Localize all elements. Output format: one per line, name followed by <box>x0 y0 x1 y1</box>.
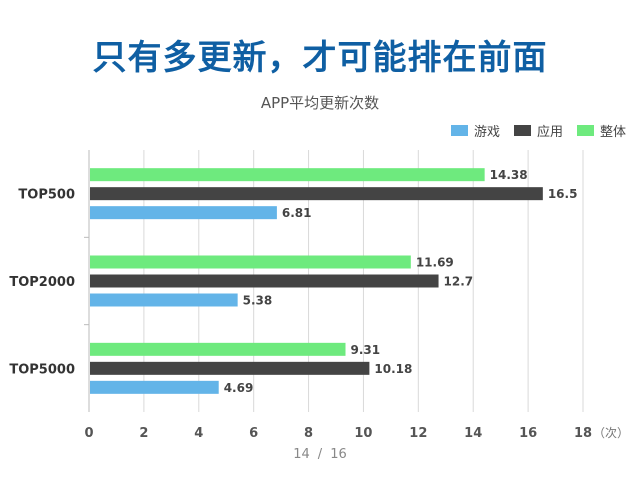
legend-swatch-overall <box>576 125 594 136</box>
x-tick-label-10: 10 <box>354 426 372 441</box>
data-label-top2000-series-0: 5.38 <box>243 294 273 308</box>
data-label-top2000-series-2: 11.69 <box>416 256 454 270</box>
data-label-top500-series-2: 14.38 <box>490 168 528 182</box>
bar-top2000-series-1 <box>90 274 439 288</box>
bar-top2000-series-2 <box>90 255 411 269</box>
x-unit-label: （次） <box>593 426 629 440</box>
legend-item-overall: 整体 <box>576 121 626 140</box>
x-tick-label-14: 14 <box>464 426 482 441</box>
bar-top500-series-0 <box>90 206 277 220</box>
bar-top5000-series-0 <box>90 380 219 394</box>
legend-label-game: 游戏 <box>473 125 500 140</box>
chart-title: APP平均更新次数 <box>260 94 380 112</box>
legend-item-game: 游戏 <box>450 121 500 140</box>
bar-top500-series-1 <box>90 187 543 201</box>
legend-item-app: 应用 <box>513 121 563 140</box>
legend: 游戏 应用 整体 <box>450 121 626 140</box>
bar-top5000-series-2 <box>90 342 346 356</box>
bar-top500-series-2 <box>90 168 485 182</box>
x-tick-label-2: 2 <box>139 426 148 441</box>
headline: 只有多更新，才可能排在前面 <box>92 38 548 78</box>
page-total: 16 <box>330 447 347 462</box>
x-tick-label-18: 18 <box>574 426 592 441</box>
x-tick-label-16: 16 <box>519 426 537 441</box>
data-label-top2000-series-1: 12.7 <box>444 275 474 289</box>
category-label-top500: TOP500 <box>18 188 75 203</box>
category-label-top5000: TOP5000 <box>9 362 75 377</box>
x-tick-label-8: 8 <box>304 426 313 441</box>
data-label-top5000-series-1: 10.18 <box>374 362 412 376</box>
legend-label-app: 应用 <box>536 125 563 140</box>
page-current: 14 <box>293 447 310 462</box>
x-tick-label-12: 12 <box>409 426 427 441</box>
data-label-top5000-series-2: 9.31 <box>351 343 381 357</box>
legend-swatch-app <box>513 125 531 136</box>
legend-swatch-game <box>450 125 468 136</box>
x-tick-label-0: 0 <box>84 426 93 441</box>
data-label-top5000-series-0: 4.69 <box>224 381 254 395</box>
bar-top2000-series-0 <box>90 293 238 307</box>
data-label-top500-series-1: 16.5 <box>548 187 578 201</box>
category-label-top2000: TOP2000 <box>9 275 75 290</box>
page-separator: / <box>317 447 323 462</box>
legend-label-overall: 整体 <box>599 125 626 140</box>
bar-top5000-series-1 <box>90 361 370 375</box>
data-label-top500-series-0: 6.81 <box>282 206 312 220</box>
x-tick-label-4: 4 <box>194 426 203 441</box>
x-tick-label-6: 6 <box>249 426 258 441</box>
page-indicator: 14 / 16 <box>0 447 640 462</box>
